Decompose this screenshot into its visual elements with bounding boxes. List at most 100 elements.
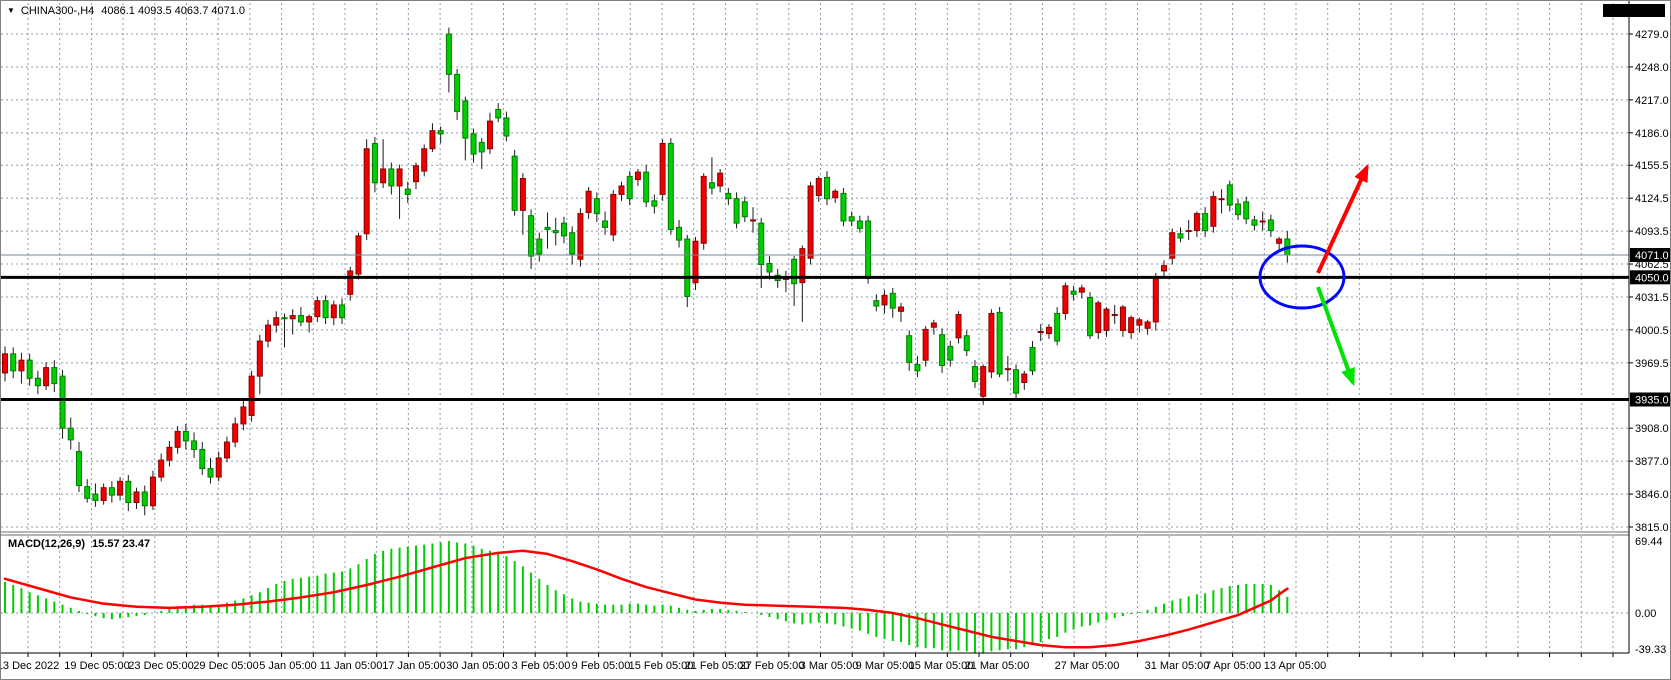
macd-signal-line (3, 549, 1289, 649)
candle-bull (1062, 285, 1069, 314)
candle-bull (117, 480, 124, 496)
time-axis-label: 21 Feb 05:00 (685, 660, 750, 672)
price-tick-label: 4000.5 (1635, 325, 1669, 337)
candle-bear (914, 363, 921, 372)
candle-bull (930, 322, 937, 328)
price-tick-label: 4217.0 (1635, 95, 1669, 107)
candle-bear (667, 142, 674, 230)
candle-bear (676, 226, 683, 241)
price-tick-label: 4279.0 (1635, 29, 1669, 41)
candle-bear (182, 430, 189, 442)
candle-bear (1013, 369, 1020, 394)
candle-bull (519, 178, 526, 211)
candle-bull (700, 175, 707, 244)
candle-bear (1054, 312, 1061, 342)
candle-bear (651, 200, 658, 207)
candle-bear (470, 133, 477, 155)
candle-bull (577, 213, 584, 260)
candle-bear (191, 440, 198, 450)
annotation-arrow-up[interactable] (1316, 163, 1369, 274)
time-axis-label: 11 Jan 05:00 (320, 660, 383, 672)
candle-bull (1095, 302, 1102, 334)
candle-bear (445, 33, 452, 75)
candle-bear (963, 335, 970, 352)
time-axis-label: 29 Dec 05:00 (193, 660, 258, 672)
candle-bear (939, 334, 946, 366)
candle-bear (1087, 297, 1094, 337)
chart-title: CHINA300-,H4 4086.1 4093.5 4063.7 4071.0 (21, 5, 245, 17)
candle-bull (223, 441, 230, 459)
candle-bear (281, 317, 288, 320)
candle-bull (1078, 287, 1085, 293)
candle-bull (1111, 314, 1118, 316)
candle-bear (856, 220, 863, 229)
price-tick-label: 4031.5 (1635, 292, 1669, 304)
candle-bear (1267, 219, 1274, 232)
time-axis-label: 3 Mar 05:00 (800, 660, 859, 672)
candle-bear (626, 175, 633, 200)
time-axis-label: 31 Mar 05:00 (1145, 660, 1210, 672)
candle-bear (947, 345, 954, 361)
candle-bear (766, 263, 773, 273)
candle-bear (873, 300, 880, 307)
candle-bull (232, 423, 239, 443)
candle-bear (1243, 201, 1250, 220)
candle-bull (429, 130, 436, 150)
annotation-ellipse[interactable] (1258, 244, 1346, 310)
candle-bull (1276, 238, 1283, 244)
price-label-box-support-line (1630, 270, 1670, 285)
candle-bear (495, 108, 502, 119)
candle-bull (1193, 213, 1200, 232)
candle-bear (643, 171, 650, 203)
candle-bear (322, 300, 329, 319)
macd-axis-label: -39.33 (1635, 644, 1666, 656)
candle-bear (511, 155, 518, 211)
candle-bull (314, 300, 321, 318)
candle-bull (610, 193, 617, 236)
candle-bear (199, 448, 206, 470)
ohlc-values: 4086.1 4093.5 4063.7 4071.0 (101, 5, 246, 17)
candle-bear (462, 100, 469, 139)
candle-bull (1119, 306, 1126, 331)
candle-bull (1169, 232, 1176, 259)
candle-bear (528, 215, 535, 257)
candle-bull (1218, 198, 1225, 201)
time-axis-label: 5 Jan 05:00 (259, 660, 317, 672)
candle-bear (569, 232, 576, 255)
candle-bear (684, 238, 691, 297)
candle-bull (980, 366, 987, 397)
candle-bull (1161, 265, 1168, 272)
annotation-arrow-down[interactable] (1316, 286, 1355, 387)
candle-bull (659, 142, 666, 195)
candle-bear (889, 292, 896, 309)
candle-bear (848, 216, 855, 222)
candle-bear (207, 468, 214, 478)
time-axis-label: 30 Jan 05:00 (446, 660, 510, 672)
candle-bull (717, 172, 724, 187)
price-tick-label: 4248.0 (1635, 62, 1669, 74)
time-axis-label: 21 Mar 05:00 (965, 660, 1030, 672)
symbol-period-label: CHINA300-,H4 (20, 5, 95, 17)
candle-bear (339, 304, 346, 319)
candle-bull (100, 487, 107, 501)
chart-title-bar: ▼ CHINA300-,H4 4086.1 4093.5 4063.7 4071.… (7, 5, 245, 17)
candle-bull (1037, 331, 1044, 333)
candle-bear (733, 198, 740, 224)
candle-bull (897, 306, 904, 312)
macd-axis-label: 69.44 (1635, 536, 1663, 548)
candle-bear (840, 192, 847, 222)
candle-bear (602, 220, 609, 228)
candle-bull (347, 270, 354, 295)
candle-bull (634, 171, 641, 181)
candle-bull (289, 315, 296, 320)
candle-bear (75, 451, 82, 487)
candle-bear (437, 130, 444, 135)
symbol-dropdown-icon[interactable]: ▼ (7, 6, 15, 15)
candle-bull (265, 324, 272, 342)
time-axis-label: 19 Dec 05:00 (64, 660, 129, 672)
time-axis-label: 9 Mar 05:00 (856, 660, 915, 672)
candle-bull (1045, 326, 1052, 335)
time-axis-label: 15 Mar 05:00 (909, 660, 974, 672)
